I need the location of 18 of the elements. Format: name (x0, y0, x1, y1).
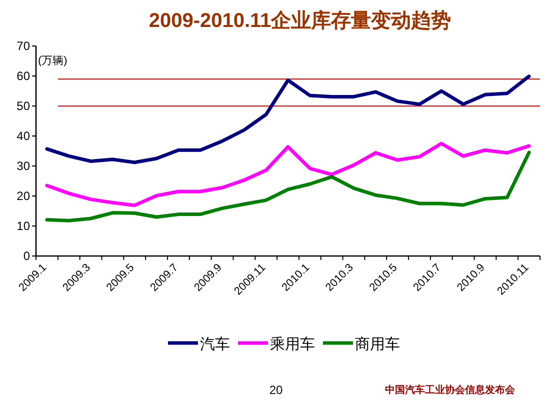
text: 20 (269, 383, 283, 397)
line-series (45, 142, 531, 208)
line-series (45, 150, 531, 222)
y-tick-label: 50 (16, 99, 30, 113)
y-tick-label: 30 (16, 159, 30, 173)
y-tick-label: 10 (16, 219, 30, 233)
line-series (45, 74, 531, 164)
y-tick-label: 0 (23, 249, 30, 263)
y-axis-title: (万辆) (38, 55, 68, 67)
y-tick-label: 70 (16, 39, 30, 53)
chart-title: 2009-2010.11企业库存量变动趋势 (148, 9, 452, 32)
y-tick-label: 60 (16, 69, 30, 83)
legend-label: 商用车 (355, 336, 400, 353)
text: 中国汽车工业协会信息发布会 (385, 384, 516, 396)
y-tick-label: 40 (16, 129, 30, 143)
legend-label: 乘用车 (270, 336, 315, 353)
y-tick-label: 20 (16, 189, 30, 203)
legend-label: 汽车 (200, 336, 230, 353)
